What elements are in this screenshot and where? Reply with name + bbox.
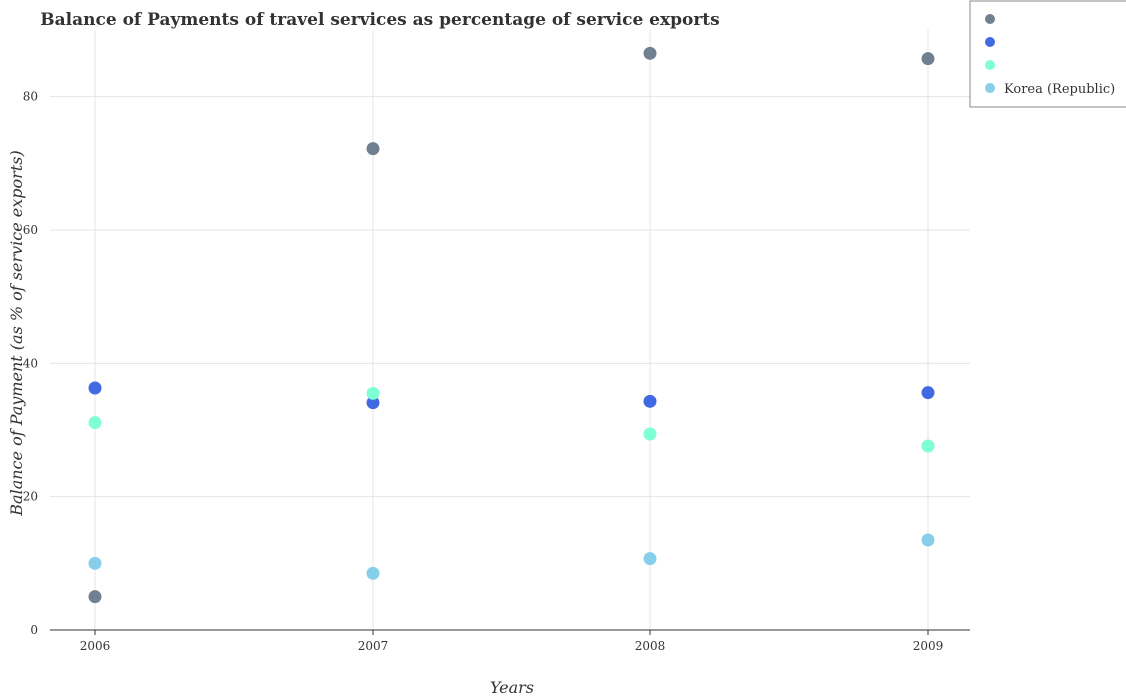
y-tick-label: 80 bbox=[23, 90, 38, 104]
data-point-series-3 bbox=[921, 439, 935, 453]
data-point-series-4 bbox=[643, 552, 657, 566]
x-tick-label: 2008 bbox=[635, 639, 666, 653]
data-point-series-1 bbox=[88, 590, 102, 604]
data-point-series-4 bbox=[921, 533, 935, 547]
y-tick-label: 0 bbox=[30, 623, 38, 637]
legend-marker-4 bbox=[985, 83, 995, 93]
x-tick-label: 2007 bbox=[358, 639, 389, 653]
y-tick-label: 60 bbox=[23, 223, 38, 237]
data-point-series-1 bbox=[366, 142, 380, 156]
data-point-series-3 bbox=[643, 427, 657, 441]
legend: Korea (Republic) bbox=[969, 0, 1126, 108]
data-point-series-4 bbox=[366, 566, 380, 580]
y-ticks: 0 20 40 60 80 bbox=[23, 90, 38, 637]
data-point-series-4 bbox=[88, 556, 102, 570]
x-ticks: 2006 2007 2008 2009 bbox=[80, 630, 944, 653]
x-axis-label: Years bbox=[490, 678, 534, 697]
data-point-series-1 bbox=[921, 52, 935, 66]
data-point-series-2 bbox=[643, 394, 657, 408]
grid bbox=[50, 30, 970, 630]
data-point-series-3 bbox=[88, 416, 102, 430]
data-point-series-3 bbox=[366, 386, 380, 400]
y-axis-label: Balance of Payment (as % of service expo… bbox=[7, 150, 26, 516]
y-tick-label: 20 bbox=[23, 490, 38, 504]
legend-marker-1 bbox=[985, 14, 995, 24]
legend-label-4: Korea (Republic) bbox=[1004, 82, 1115, 97]
legend-entries: Korea (Republic) bbox=[985, 14, 1115, 97]
data-point-series-2 bbox=[88, 381, 102, 395]
legend-marker-3 bbox=[985, 60, 995, 70]
x-tick-label: 2009 bbox=[913, 639, 944, 653]
data-point-series-2 bbox=[921, 386, 935, 400]
x-tick-label: 2006 bbox=[80, 639, 111, 653]
data-points bbox=[88, 46, 935, 604]
data-point-series-2 bbox=[366, 396, 380, 410]
legend-box bbox=[969, 0, 1126, 108]
y-tick-label: 40 bbox=[23, 356, 38, 370]
legend-marker-2 bbox=[985, 37, 995, 47]
chart-title: Balance of Payments of travel services a… bbox=[40, 10, 719, 30]
data-point-series-1 bbox=[643, 46, 657, 60]
